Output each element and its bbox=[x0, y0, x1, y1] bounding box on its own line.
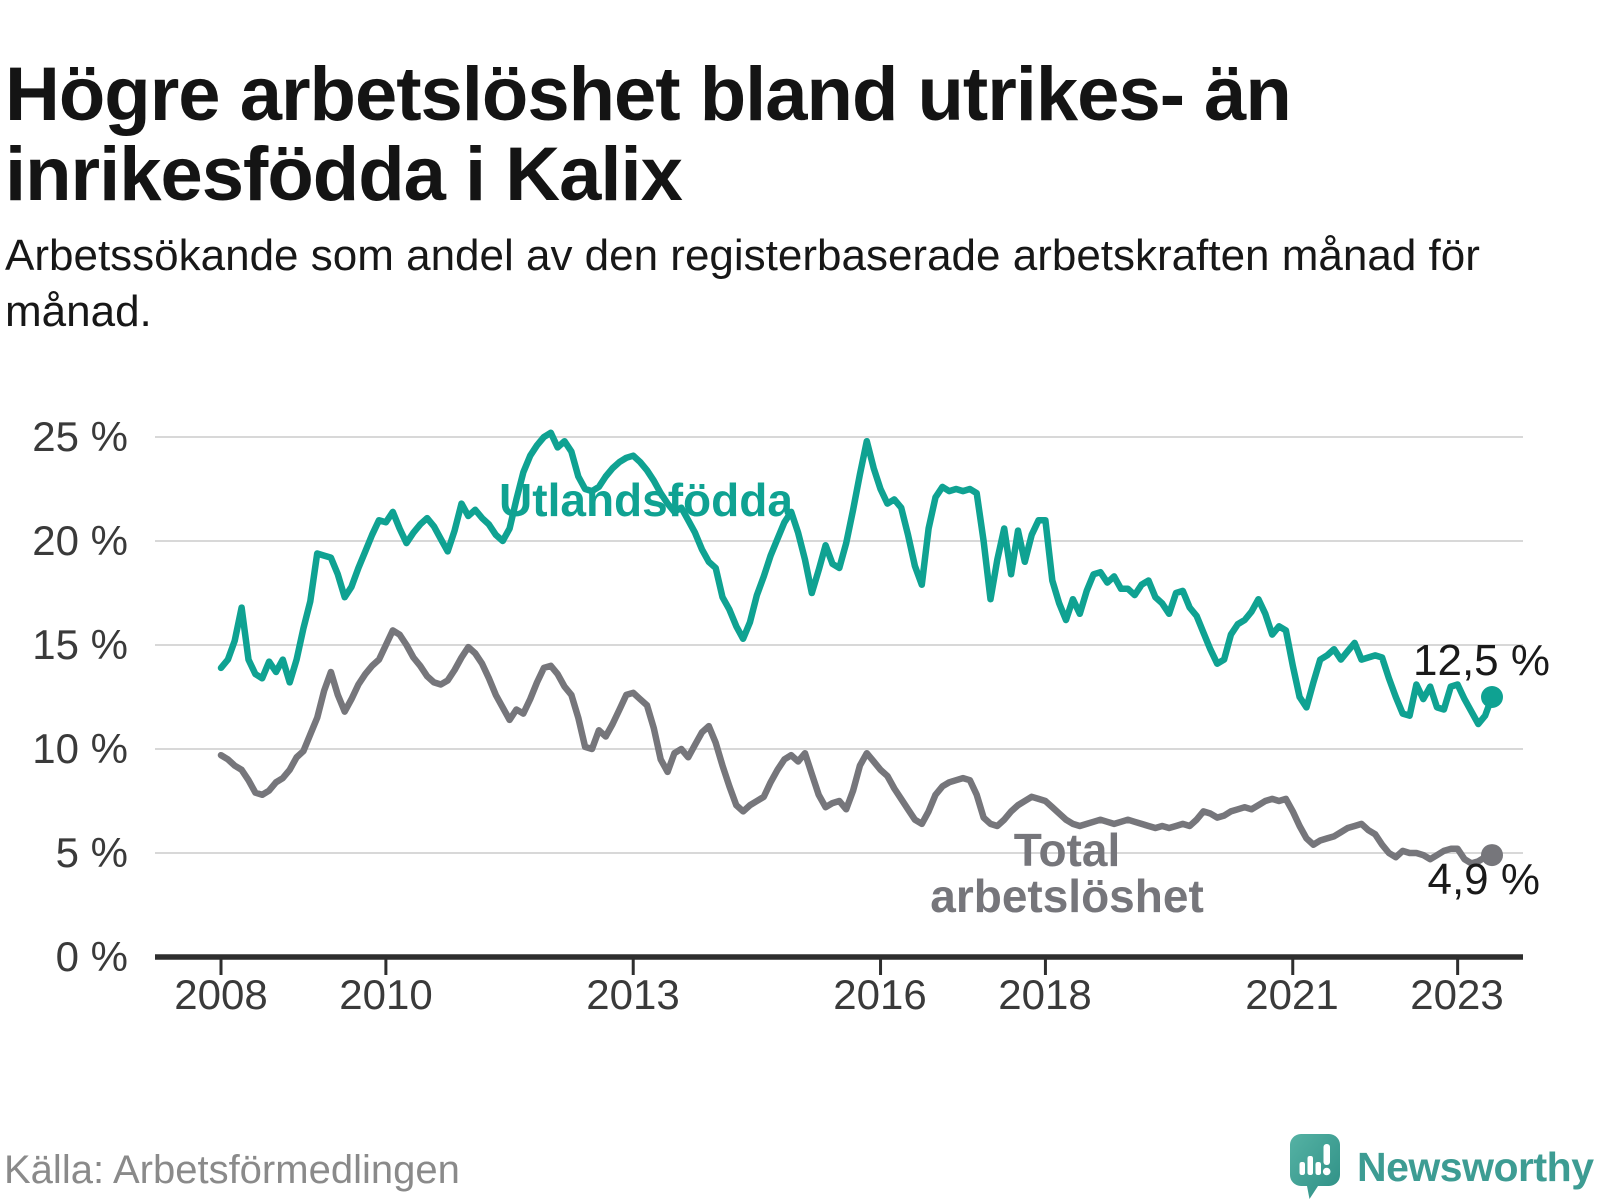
newsworthy-logo-text: Newsworthy bbox=[1357, 1144, 1594, 1190]
y-tick-label: 25 % bbox=[32, 413, 128, 460]
y-tick-label: 0 % bbox=[55, 933, 128, 980]
page-title: Högre arbetslöshet bland utrikes- än inr… bbox=[5, 51, 1292, 218]
series-end-dot-0 bbox=[1481, 686, 1503, 708]
x-tick-label: 2013 bbox=[586, 971, 680, 1018]
x-tick-label: 2010 bbox=[339, 971, 433, 1018]
y-tick-label: 15 % bbox=[32, 621, 128, 668]
newsworthy-logo-icon bbox=[1290, 1134, 1340, 1199]
y-tick-label: 10 % bbox=[32, 725, 128, 772]
x-tick-label: 2018 bbox=[998, 971, 1092, 1018]
x-tick-label: 2023 bbox=[1410, 971, 1504, 1018]
y-tick-label: 5 % bbox=[55, 829, 128, 876]
newsworthy-logo: Newsworthy bbox=[1289, 1134, 1594, 1200]
series-label-total-arbetsloshet: Total arbetslöshet bbox=[930, 824, 1204, 922]
x-tick-label: 2008 bbox=[174, 971, 268, 1018]
end-value-utlandsfodda: 12,5 % bbox=[1413, 636, 1550, 685]
end-value-total: 4,9 % bbox=[1427, 855, 1540, 904]
y-tick-label: 20 % bbox=[32, 517, 128, 564]
page-subtitle: Arbetssökande som andel av den registerb… bbox=[5, 231, 1480, 337]
x-tick-label: 2016 bbox=[833, 971, 927, 1018]
series-line-0 bbox=[217, 429, 1496, 728]
series-line-1 bbox=[217, 627, 1496, 867]
x-tick-label: 2021 bbox=[1245, 971, 1339, 1018]
source-note: Källa: Arbetsförmedlingen bbox=[4, 1148, 460, 1192]
series-end-dot-1 bbox=[1481, 844, 1503, 867]
series-label-utlandsfodda: Utlandsfödda bbox=[499, 474, 793, 526]
